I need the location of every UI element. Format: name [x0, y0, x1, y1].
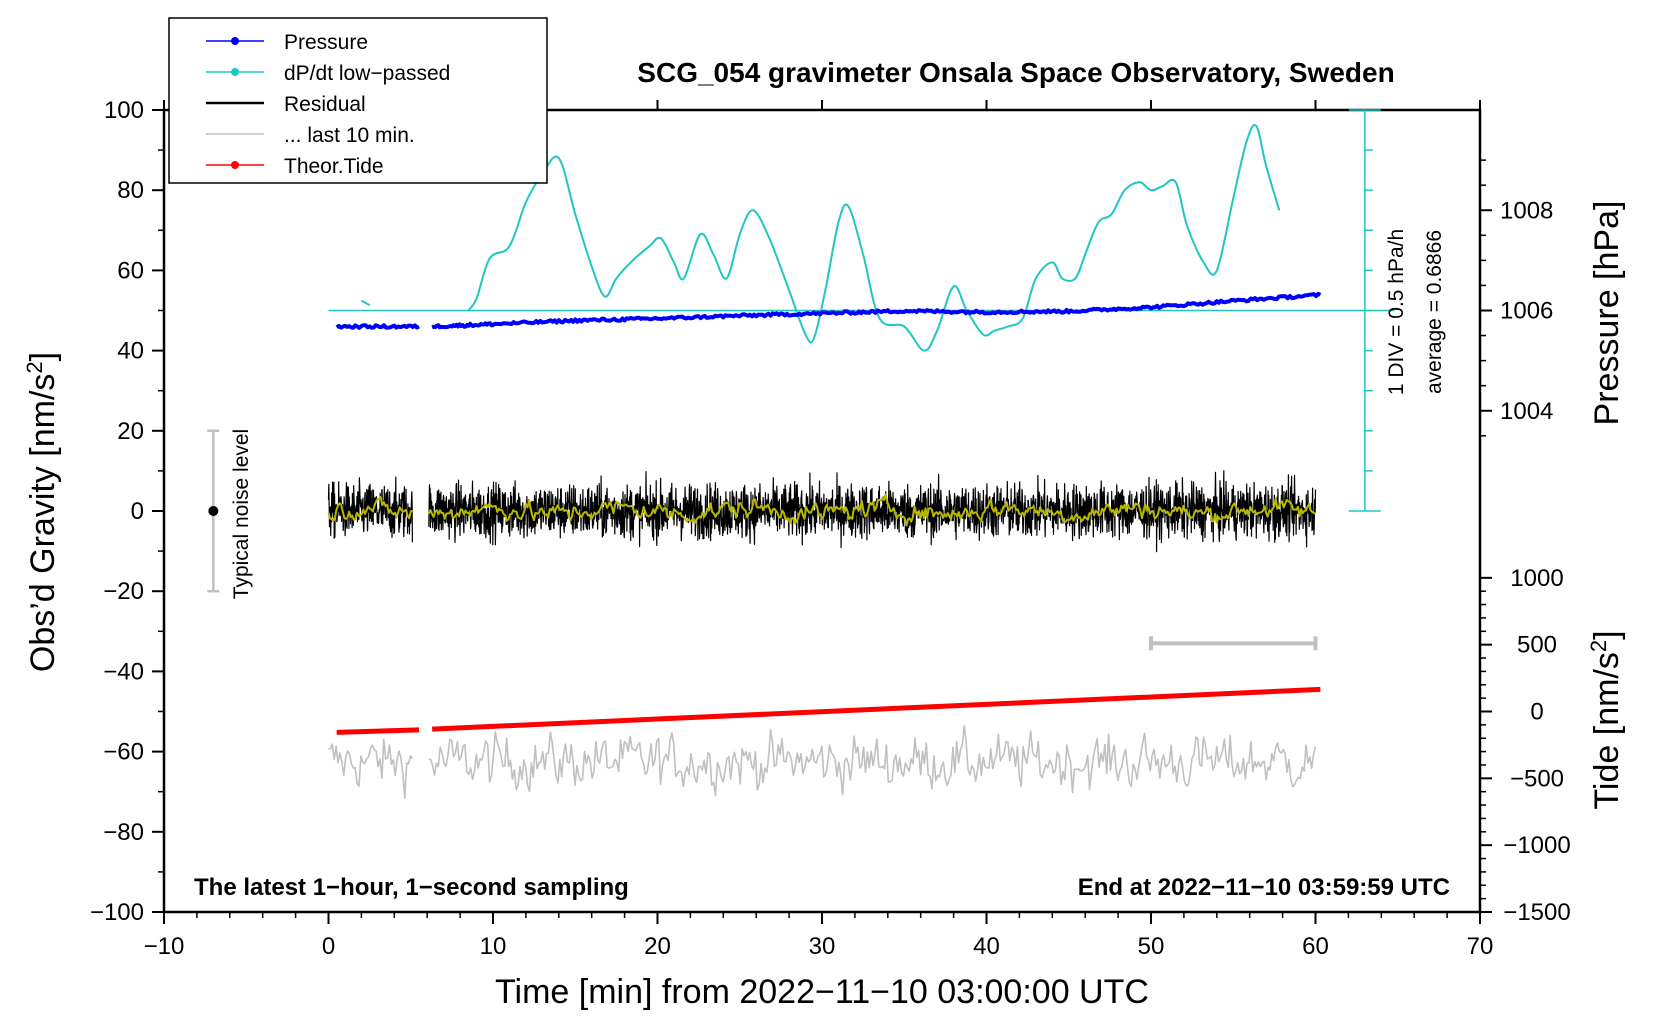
dpdt-scale-average-label: average = 0.6866 — [1423, 230, 1446, 394]
y-tick-label: 20 — [117, 418, 144, 445]
y-tick-label: −60 — [103, 739, 144, 766]
x-tick-label: 40 — [973, 933, 1000, 960]
y-axis-title-tide-sup: 2 — [1586, 640, 1611, 652]
y-axis-title-tide-base: Tide [nm/s — [1588, 652, 1626, 809]
tide-line — [336, 727, 420, 735]
residual-smoothed-line — [327, 495, 413, 523]
y-axis-title-pressure: Pressure [hPa] — [1588, 201, 1626, 426]
legend-swatch-marker — [231, 37, 239, 45]
tide-tick-label: 0 — [1530, 699, 1543, 726]
noise-bar-center-dot — [208, 506, 219, 516]
x-axis-ticks: −10 0 10 20 30 40 50 60 70 — [144, 100, 1494, 960]
legend-label: dP/dt low−passed — [284, 62, 450, 85]
x-tick-label: −10 — [144, 933, 185, 960]
y-axis-gravity-ticks: 100 80 60 40 20 0 −20 −40 −60 −80 −100 — [90, 97, 164, 926]
annotation-bottom-left: The latest 1−hour, 1−second sampling — [194, 874, 629, 901]
legend-swatch-marker — [231, 161, 239, 169]
tide-line — [431, 686, 1321, 732]
y-tick-label: −80 — [103, 819, 144, 846]
y-axis-title-gravity-sup: 2 — [22, 361, 47, 373]
y-tick-label: 80 — [117, 177, 144, 204]
y-tick-label: 60 — [117, 257, 144, 284]
tide-tick-label: 1000 — [1510, 565, 1563, 592]
y-tick-label: −40 — [103, 658, 144, 685]
y-axis-title-tide-close: ] — [1588, 630, 1626, 639]
tide-tick-label: −1500 — [1503, 899, 1570, 926]
tide-tick-label: −500 — [1510, 765, 1564, 792]
y-axis-pressure-ticks: 1008 1006 1004 — [1480, 159, 1553, 437]
y-tick-label: 0 — [131, 498, 144, 525]
series-layer — [327, 124, 1395, 799]
x-axis-title: Time [min] from 2022−11−10 03:00:00 UTC — [495, 973, 1149, 1011]
x-tick-label: 60 — [1302, 933, 1329, 960]
tide-tick-label: −1000 — [1503, 832, 1570, 859]
legend-swatch-marker — [231, 68, 239, 76]
residual-smoothed-line — [427, 493, 1316, 527]
last-10-min-bar — [1149, 636, 1318, 651]
last-10-min-line — [328, 738, 414, 799]
pressure-tick-label: 1006 — [1500, 298, 1553, 325]
x-tick-label: 20 — [644, 933, 671, 960]
x-tick-label: 30 — [809, 933, 836, 960]
pressure-line — [431, 291, 1322, 330]
dpdt-scale-panel — [1348, 109, 1381, 512]
noise-level-bar — [207, 429, 220, 593]
x-tick-label: 50 — [1138, 933, 1165, 960]
pressure-tick-label: 1004 — [1500, 398, 1553, 425]
pressure-line — [335, 323, 420, 330]
x-tick-label: 0 — [322, 933, 335, 960]
y-axis-tide-ticks: 1000 500 0 −500 −1000 −1500 — [1480, 565, 1571, 926]
y-axis-title-tide: Tide [nm/s2] — [1586, 630, 1626, 809]
pressure-tick-label: 1008 — [1500, 197, 1553, 224]
y-axis-title-gravity-close: ] — [24, 352, 62, 361]
tide-tick-label: 500 — [1517, 632, 1557, 659]
legend: Pressure dP/dt low−passed Residual ... last… — [168, 17, 548, 184]
noise-level-label: Typical noise level — [230, 429, 253, 599]
x-tick-label: 70 — [1467, 933, 1494, 960]
dpdt-scale-div-label: 1 DIV = 0.5 hPa/h — [1385, 229, 1408, 395]
dpdt-line — [467, 124, 1281, 352]
y-tick-label: 40 — [117, 338, 144, 365]
chart-title: SCG_054 gravimeter Onsala Space Observat… — [637, 57, 1394, 88]
x-tick-label: 10 — [480, 933, 507, 960]
legend-label: Pressure — [284, 31, 368, 54]
y-tick-label: −20 — [103, 578, 144, 605]
last-10-min-line — [428, 724, 1317, 797]
legend-label: Theor.Tide — [284, 155, 384, 178]
legend-label: Residual — [284, 93, 366, 116]
y-axis-title-gravity: Obs’d Gravity [nm/s2] — [22, 352, 62, 672]
y-tick-label: 100 — [104, 97, 144, 124]
y-axis-title-gravity-base: Obs’d Gravity [nm/s — [24, 374, 62, 673]
y-tick-label: −100 — [90, 899, 144, 926]
annotation-bottom-right: End at 2022−11−10 03:59:59 UTC — [1078, 874, 1450, 901]
dpdt-line — [360, 299, 371, 307]
legend-box — [168, 17, 548, 184]
legend-label: ... last 10 min. — [284, 124, 415, 147]
